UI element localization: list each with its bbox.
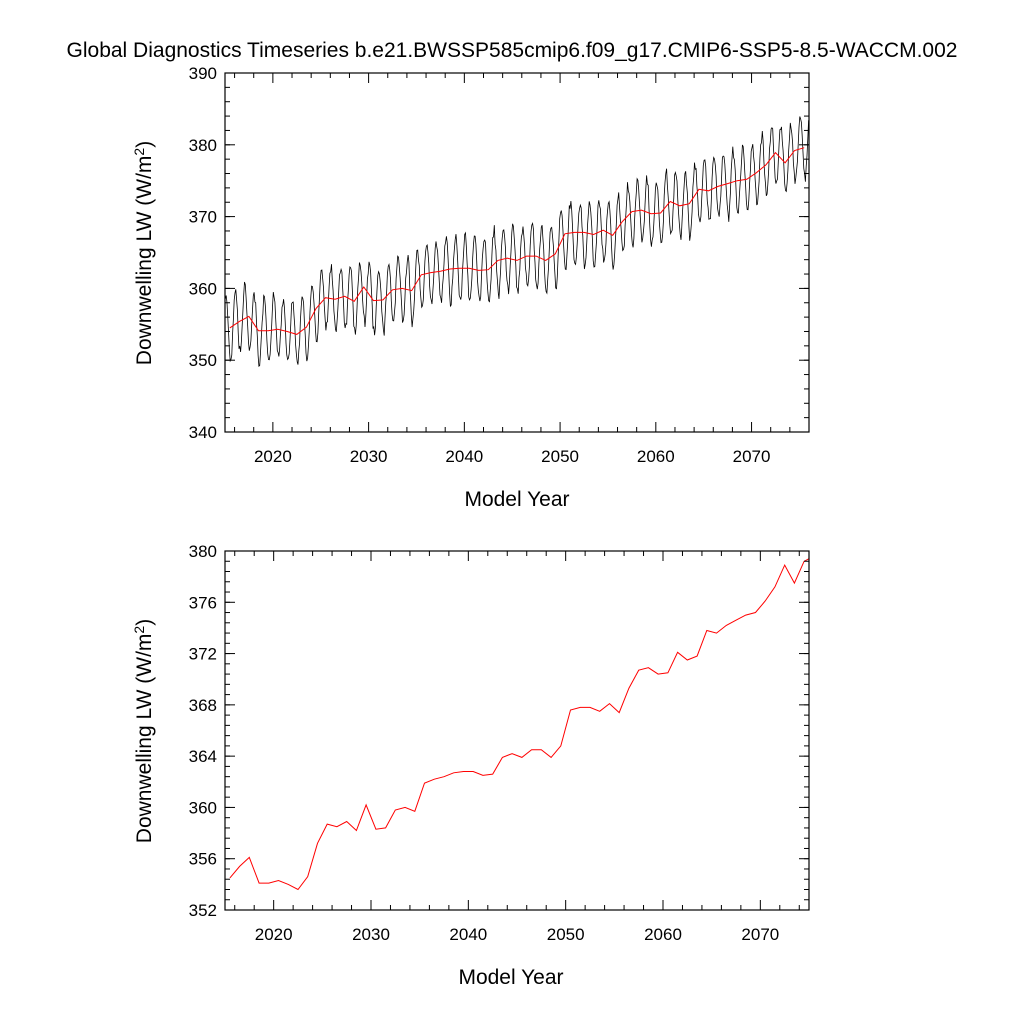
top-panel-ticks bbox=[225, 72, 810, 433]
bottom-panel-frame bbox=[224, 550, 810, 911]
bottom-panel-lines bbox=[229, 558, 809, 891]
bottom-xtick-label: 2020 bbox=[255, 925, 293, 944]
top-xtick-label: 2060 bbox=[637, 447, 675, 466]
bottom-ytick-label: 372 bbox=[189, 645, 217, 664]
bottom-xtick-label: 2030 bbox=[352, 925, 390, 944]
bottom-panel-ylabel-close: ) bbox=[133, 619, 156, 626]
top-xtick-label: 2040 bbox=[445, 447, 483, 466]
top-ytick-label: 350 bbox=[189, 351, 217, 370]
chart-title: Global Diagnostics Timeseries b.e21.BWSS… bbox=[67, 39, 958, 62]
top-ytick-label: 370 bbox=[189, 208, 217, 227]
bottom-ytick-label: 364 bbox=[189, 747, 217, 766]
top-ytick-label: 360 bbox=[189, 279, 217, 298]
top-panel-xlabel: Model Year bbox=[464, 488, 569, 511]
top-ytick-label: 390 bbox=[189, 64, 217, 83]
bottom-series-annual bbox=[229, 558, 809, 891]
top-panel-ylabel: Downwelling LW (W/m2) bbox=[131, 141, 156, 365]
bottom-xtick-label: 2050 bbox=[547, 925, 585, 944]
top-panel-ylabel-main: Downwelling LW (W/m bbox=[133, 156, 156, 366]
top-xtick-label: 2070 bbox=[733, 447, 771, 466]
top-ytick-label: 340 bbox=[189, 423, 217, 442]
top-panel-frame bbox=[224, 72, 810, 433]
top-panel-ylabel-sup: 2 bbox=[131, 148, 147, 156]
top-panel-lines bbox=[225, 116, 809, 367]
bottom-panel-ylabel-main: Downwelling LW (W/m bbox=[133, 634, 156, 844]
bottom-ytick-label: 380 bbox=[189, 542, 217, 561]
bottom-ytick-label: 368 bbox=[189, 696, 217, 715]
top-xtick-label: 2020 bbox=[254, 447, 292, 466]
top-panel-tick-labels: 2020 2030 2040 2050 2060 2070 340 350 360 370 380 3… bbox=[189, 64, 771, 466]
bottom-panel-xlabel: Model Year bbox=[458, 966, 563, 989]
top-panel: 2020 2030 2040 2050 2060 2070 340 350 360 370 380 3… bbox=[131, 64, 810, 511]
top-series-annual bbox=[229, 147, 805, 335]
bottom-panel-ylabel-sup: 2 bbox=[131, 626, 147, 634]
top-panel-ylabel-close: ) bbox=[133, 141, 156, 148]
top-xtick-label: 2030 bbox=[350, 447, 388, 466]
bottom-ytick-label: 376 bbox=[189, 593, 217, 612]
bottom-xtick-label: 2070 bbox=[741, 925, 779, 944]
bottom-ytick-label: 352 bbox=[189, 901, 217, 920]
bottom-xtick-label: 2040 bbox=[449, 925, 487, 944]
bottom-ytick-label: 360 bbox=[189, 798, 217, 817]
bottom-ytick-label: 356 bbox=[189, 850, 217, 869]
bottom-panel-tick-labels: 2020 2030 2040 2050 2060 2070 352 356 360 364 368 3… bbox=[189, 542, 780, 944]
bottom-panel-ylabel: Downwelling LW (W/m2) bbox=[131, 619, 156, 843]
bottom-panel-ticks bbox=[225, 550, 809, 911]
bottom-xtick-label: 2060 bbox=[644, 925, 682, 944]
top-xtick-label: 2050 bbox=[541, 447, 579, 466]
top-series-monthly bbox=[225, 116, 809, 367]
bottom-panel: 2020 2030 2040 2050 2060 2070 352 356 360 364 368 3… bbox=[131, 542, 810, 989]
top-ytick-label: 380 bbox=[189, 136, 217, 155]
